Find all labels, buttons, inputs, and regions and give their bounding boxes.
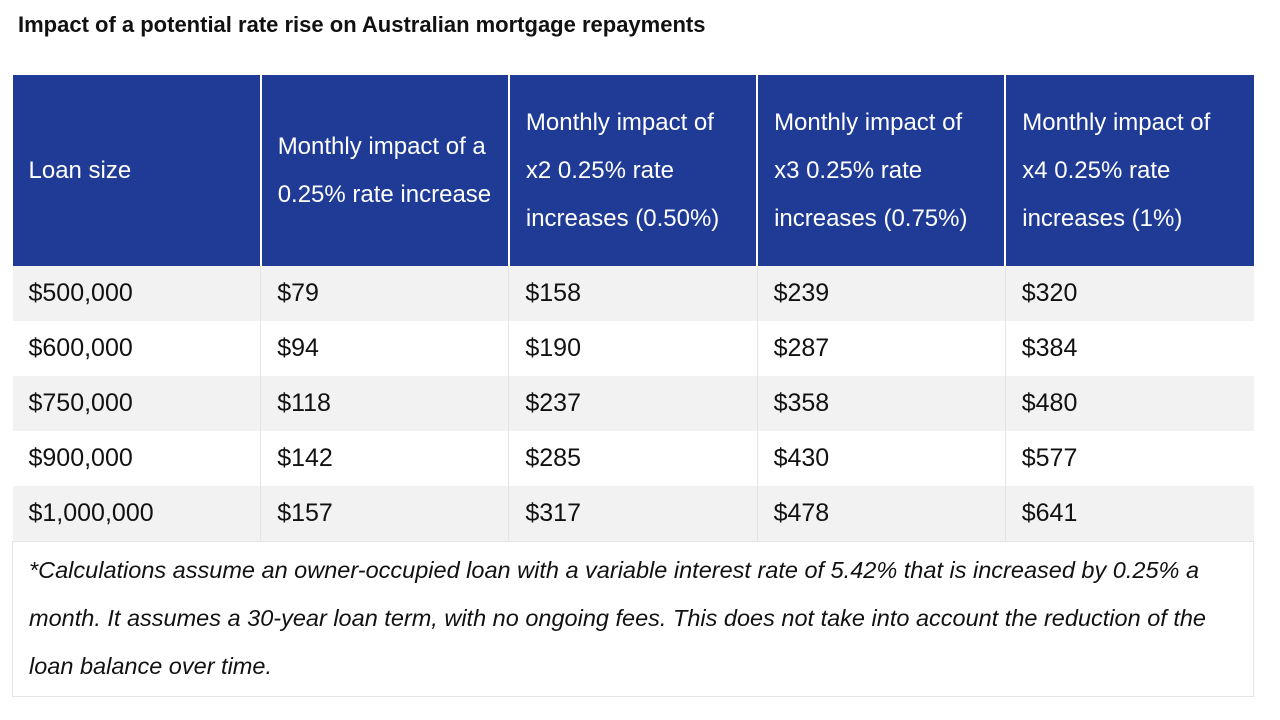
title: Impact of a potential rate rise on Austr… bbox=[18, 12, 706, 37]
header-row: Loan size Monthly impact of a 0.25% rate … bbox=[12, 75, 1254, 266]
table-cell: $320 bbox=[1004, 266, 1254, 321]
table-cell: $94 bbox=[260, 321, 509, 376]
table-cell: $317 bbox=[508, 486, 758, 542]
table-cell: $239 bbox=[756, 266, 1006, 321]
table-cell: $600,000 bbox=[28, 334, 133, 362]
table-body: $500,000 $79 $158 $239 $320 $600,000 $94 $190 $2… bbox=[12, 266, 1254, 697]
table-cell: $641 bbox=[1004, 486, 1254, 542]
table-cell: $118 bbox=[260, 376, 509, 431]
table-cell: $79 bbox=[260, 266, 509, 321]
table-row: $1,000,000 $157 $317 $478 $641 bbox=[12, 486, 1254, 542]
table-cell: $384 bbox=[1004, 321, 1254, 376]
table-cell: $577 bbox=[1004, 431, 1254, 486]
table-cell: $500,000 bbox=[12, 266, 261, 321]
table-cell: $190 bbox=[508, 321, 758, 376]
table-row: $600,000 $94 $190 $287 $384 bbox=[13, 321, 1254, 376]
header-cell: Loan size bbox=[12, 75, 261, 266]
footnote-row: *Calculations assume an owner-occupied l… bbox=[12, 541, 1254, 697]
table-cell: $478 bbox=[756, 486, 1006, 542]
table-cell: $430 bbox=[756, 431, 1006, 486]
table-cell: $358 bbox=[756, 376, 1006, 431]
table-row: $900,000 $142 $285 $430 $577 bbox=[13, 431, 1254, 486]
table-cell: $142 bbox=[260, 431, 509, 486]
table-cell: $285 bbox=[508, 431, 758, 486]
header-cell: Monthly impact of a 0.25% rate increase bbox=[259, 75, 509, 266]
table: Loan size Monthly impact of a 0.25% rate … bbox=[12, 75, 1254, 697]
header-cell: Monthly impact of x2 0.25% rate increase… bbox=[507, 75, 758, 266]
table-cell: $480 bbox=[1004, 376, 1254, 431]
table-cell: $157 bbox=[260, 486, 509, 542]
table-cell: $287 bbox=[756, 321, 1006, 376]
table-cell: $750,000 bbox=[12, 376, 261, 431]
table-cell: $158 bbox=[508, 266, 758, 321]
table-row: $500,000 $79 $158 $239 $320 bbox=[12, 266, 1254, 321]
footnote: *Calculations assume an owner-occupied l… bbox=[12, 541, 1254, 697]
table-row: $750,000 $118 $237 $358 $480 bbox=[12, 376, 1254, 431]
table-cell: $900,000 bbox=[28, 444, 133, 472]
table-cell: $237 bbox=[508, 376, 758, 431]
header-cell: Monthly impact of x3 0.25% rate increase… bbox=[756, 75, 1006, 266]
table-cell: $1,000,000 bbox=[12, 486, 261, 542]
header-cell: Monthly impact of x4 0.25% rate increase… bbox=[1004, 75, 1254, 266]
